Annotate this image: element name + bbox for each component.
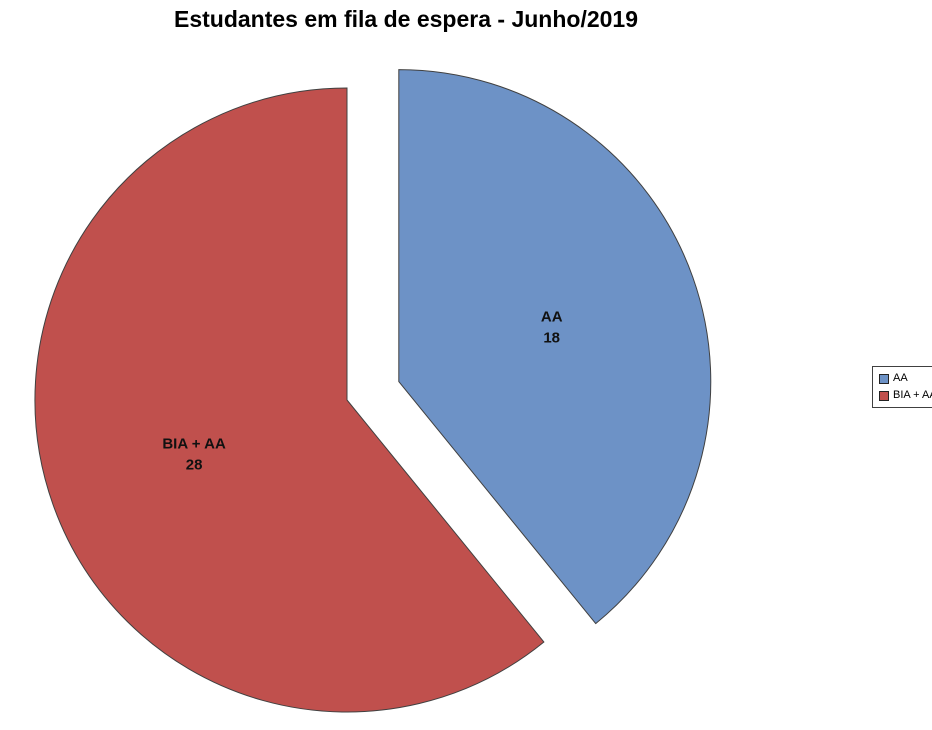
slice-label: BIA + AA 28 (162, 435, 226, 473)
pie-slice-bia-aa (34, 87, 545, 713)
legend-swatch-bia-aa-icon (879, 390, 889, 401)
legend-swatch-aa-icon (879, 373, 889, 384)
legend-item-bia-aa: BIA + AA (879, 390, 932, 401)
pie-slice-aa (398, 69, 712, 625)
legend-label-bia-aa: BIA + AA (893, 389, 932, 401)
chart-title: Estudantes em fila de espera - Junho/201… (174, 6, 638, 32)
slice-label: AA 18 (541, 308, 563, 346)
legend-item-aa: AA (879, 373, 932, 384)
legend-label-aa: AA (893, 372, 908, 384)
legend: AA BIA + AA (872, 366, 932, 408)
